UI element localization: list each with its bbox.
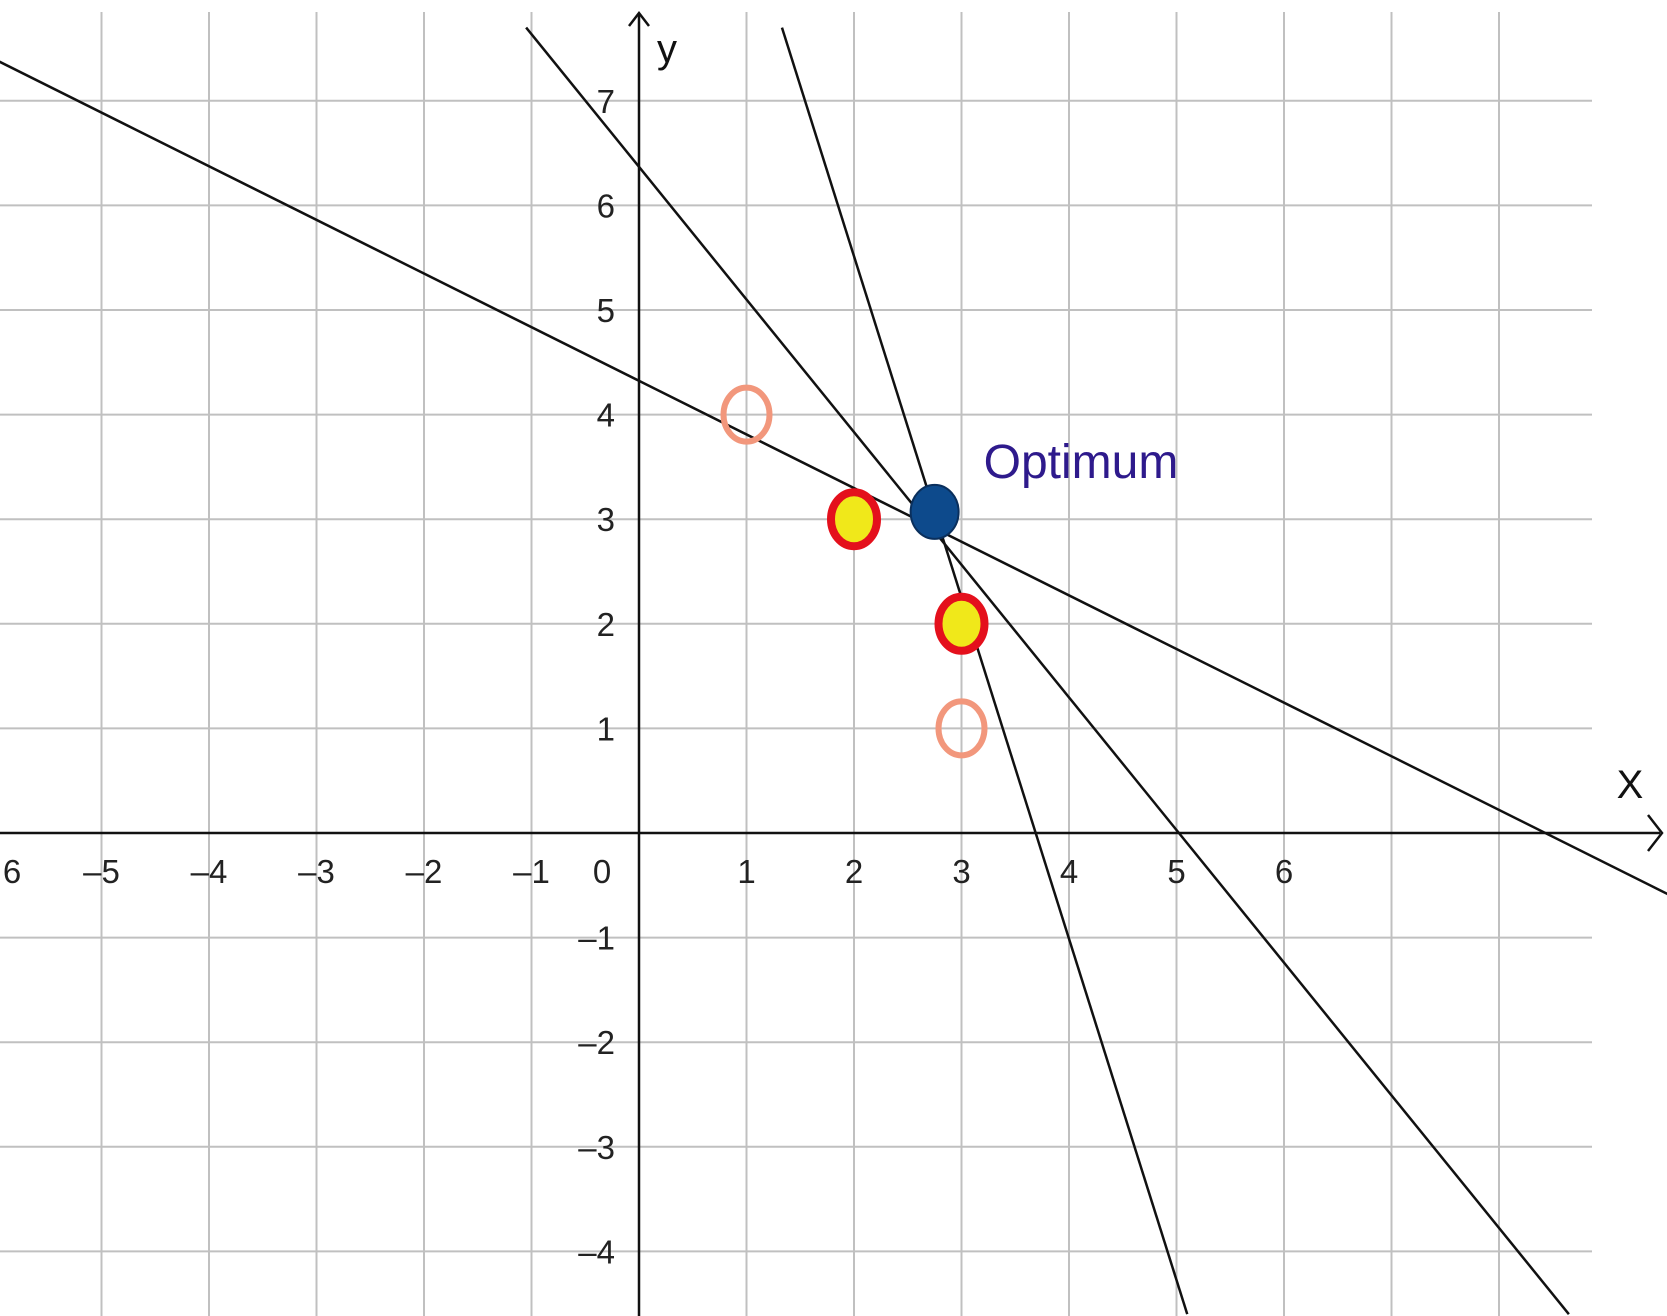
y-tick-label: 5 bbox=[597, 292, 615, 329]
x-tick-label: 6 bbox=[1275, 853, 1293, 890]
solution-points: Optimum bbox=[720, 384, 1179, 759]
y-tick-label: 6 bbox=[597, 187, 615, 224]
constraint-line bbox=[780, 27, 1189, 1315]
y-axis-arrow bbox=[628, 10, 650, 27]
grid bbox=[0, 12, 1592, 1316]
tick-labels: 6 –5 –4 –3 –2 –1 1 2 3 4 5 6 0 7 6 5 4 3 2 1 –1 –2 –3 –4 bbox=[3, 83, 1293, 1271]
x-tick-label: 4 bbox=[1060, 853, 1078, 890]
constraint-line bbox=[0, 60, 1667, 896]
x-tick-label: 3 bbox=[952, 853, 970, 890]
y-tick-label: –2 bbox=[578, 1024, 615, 1061]
y-tick-label: –3 bbox=[578, 1129, 615, 1166]
x-tick-label: 2 bbox=[845, 853, 863, 890]
y-tick-label: 1 bbox=[597, 710, 615, 747]
y-tick-label: –4 bbox=[578, 1233, 615, 1270]
x-axis-arrow bbox=[1647, 814, 1664, 852]
x-tick-label: 6 bbox=[3, 853, 21, 890]
x-tick-label: –1 bbox=[513, 853, 550, 890]
y-tick-label: 2 bbox=[597, 606, 615, 643]
y-tick-label: 3 bbox=[597, 501, 615, 538]
constraint-line bbox=[525, 26, 1570, 1315]
x-tick-label: 5 bbox=[1167, 853, 1185, 890]
x-tick-label: –3 bbox=[298, 853, 335, 890]
x-tick-label: –4 bbox=[191, 853, 228, 890]
optimum-label: Optimum bbox=[984, 436, 1179, 489]
y-tick-label: 4 bbox=[597, 397, 615, 434]
origin-label: 0 bbox=[593, 853, 611, 890]
x-tick-label: –2 bbox=[406, 853, 443, 890]
x-tick-label: –5 bbox=[83, 853, 120, 890]
constraint-lines bbox=[0, 26, 1667, 1315]
y-tick-label: 7 bbox=[597, 83, 615, 120]
feasible-integer-point bbox=[827, 488, 881, 551]
y-axis-label: y bbox=[657, 27, 677, 71]
axes: Xy bbox=[0, 10, 1664, 1316]
optimum-point bbox=[909, 483, 960, 540]
feasible-integer-point bbox=[934, 592, 989, 655]
x-tick-label: 1 bbox=[737, 853, 755, 890]
x-axis-label: X bbox=[1617, 763, 1644, 807]
y-tick-label: –1 bbox=[578, 920, 615, 957]
infeasible-integer-point bbox=[935, 698, 988, 759]
infeasible-integer-point bbox=[720, 384, 773, 445]
